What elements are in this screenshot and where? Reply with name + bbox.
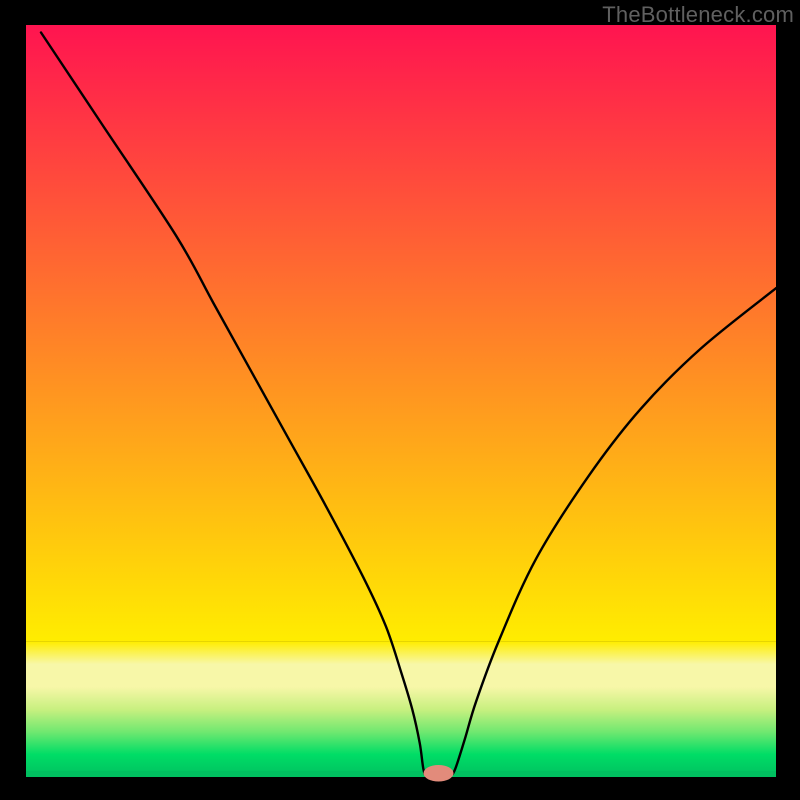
bottleneck-chart [0, 0, 800, 800]
watermark-text: TheBottleneck.com [602, 2, 794, 28]
optimum-marker [424, 765, 454, 782]
chart-container: TheBottleneck.com [0, 0, 800, 800]
